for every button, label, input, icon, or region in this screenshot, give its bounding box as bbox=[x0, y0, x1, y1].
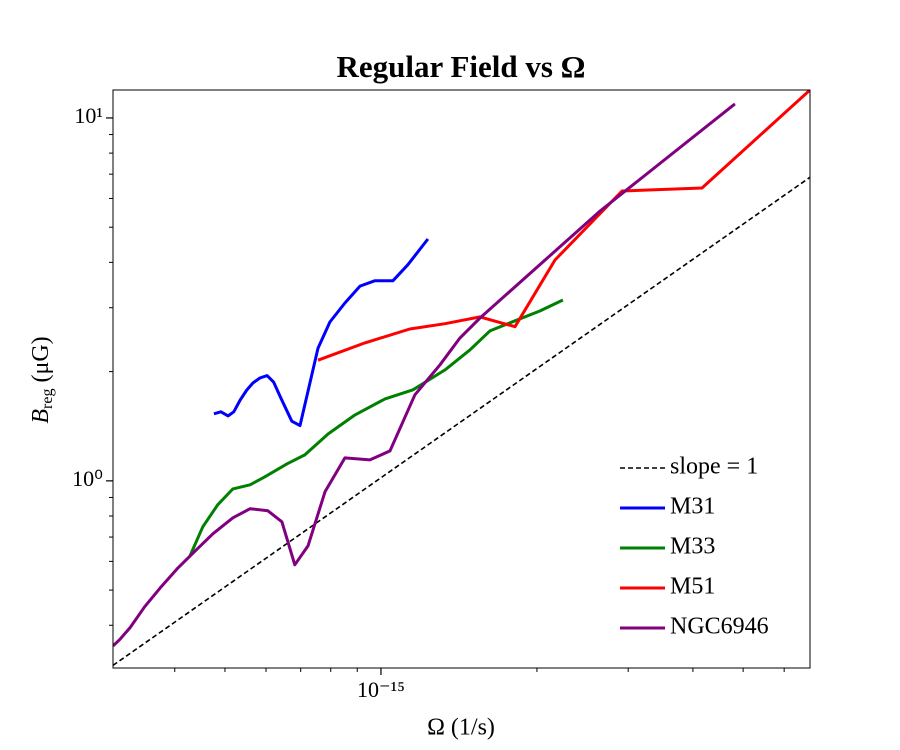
chart-title: Regular Field vs Ω bbox=[337, 49, 586, 84]
legend-label: M51 bbox=[670, 574, 715, 600]
y-label-symbol: B bbox=[28, 409, 54, 424]
series-line bbox=[317, 90, 810, 362]
x-tick-label: 10⁻¹⁵ bbox=[357, 677, 405, 702]
legend-label: M33 bbox=[670, 534, 715, 560]
legend-label: NGC6946 bbox=[670, 614, 769, 640]
series-line bbox=[188, 298, 564, 557]
x-axis-label: Ω (1/s) bbox=[427, 715, 495, 741]
series-line bbox=[113, 102, 736, 647]
y-label-subscript: reg bbox=[39, 389, 56, 409]
series-line bbox=[213, 238, 430, 428]
y-tick-label: 10¹ bbox=[74, 103, 103, 128]
y-label-unit: (μG) bbox=[28, 336, 54, 382]
series-line bbox=[113, 176, 810, 667]
legend-label: slope = 1 bbox=[670, 454, 758, 480]
y-axis-label: Breg (μG) bbox=[28, 336, 56, 423]
plot-frame bbox=[112, 89, 811, 669]
legend-label: M31 bbox=[670, 494, 715, 520]
y-tick-label: 10⁰ bbox=[72, 466, 103, 491]
